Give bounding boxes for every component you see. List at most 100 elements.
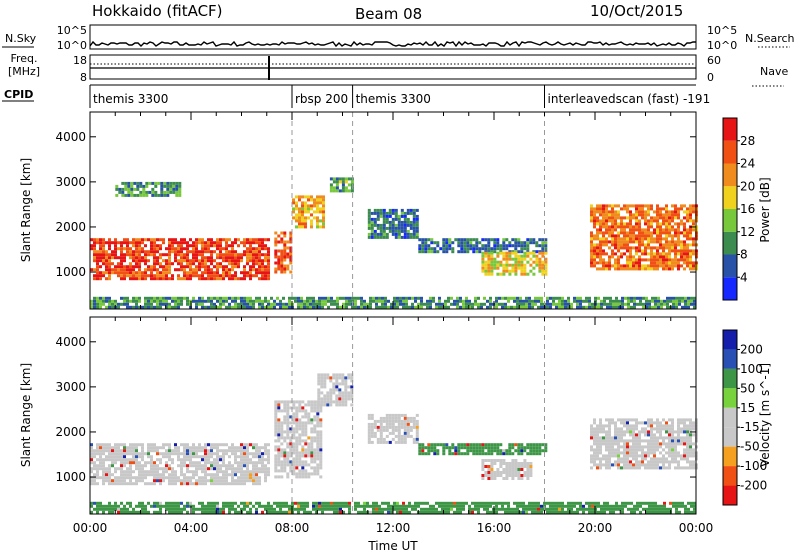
- heatmap-cell: [659, 451, 662, 455]
- heatmap-cell: [656, 466, 659, 470]
- heatmap-cell: [306, 302, 309, 306]
- heatmap-cell: [123, 464, 126, 468]
- heatmap-cell: [387, 510, 390, 514]
- heatmap-cell: [388, 220, 392, 224]
- heatmap-cell: [129, 271, 132, 275]
- heatmap-cell: [336, 507, 339, 511]
- heatmap-cell: [629, 240, 632, 244]
- heatmap-cell: [105, 262, 108, 266]
- heatmap-cell: [114, 449, 117, 453]
- heatmap-cell: [183, 268, 186, 272]
- heatmap-cell: [484, 247, 488, 251]
- heatmap-cell: [258, 455, 261, 459]
- heatmap-cell: [300, 296, 303, 300]
- heatmap-cell: [617, 210, 620, 214]
- heatmap-cell: [402, 504, 405, 508]
- heatmap-cell: [626, 204, 629, 208]
- heatmap-cell: [285, 302, 288, 306]
- heatmap-cell: [415, 214, 419, 218]
- heatmap-cell: [481, 468, 485, 471]
- heatmap-cell: [426, 501, 429, 505]
- heatmap-cell: [192, 452, 195, 456]
- heatmap-cell: [384, 501, 387, 505]
- heatmap-cell: [668, 216, 671, 220]
- heatmap-cell: [647, 240, 650, 244]
- heatmap-cell: [153, 449, 156, 453]
- heatmap-cell: [240, 470, 243, 474]
- heatmap-cell: [93, 253, 96, 257]
- heatmap-cell: [252, 482, 255, 486]
- heatmap-cell: [189, 501, 192, 505]
- heatmap-cell: [671, 210, 674, 214]
- heatmap-cell: [277, 445, 281, 449]
- heatmap-cell: [360, 504, 363, 508]
- heatmap-cell: [168, 473, 171, 477]
- heatmap-cell: [564, 299, 567, 303]
- heatmap-cell: [108, 296, 111, 300]
- heatmap-cell: [156, 250, 159, 254]
- heatmap-cell: [225, 256, 228, 260]
- heatmap-cell: [523, 263, 527, 267]
- heatmap-cell: [102, 476, 105, 480]
- heatmap-cell: [641, 240, 644, 244]
- heatmap-cell: [111, 510, 114, 514]
- heatmap-cell: [657, 299, 660, 303]
- heatmap-cell: [665, 246, 668, 250]
- heatmap-cell: [490, 477, 494, 480]
- heatmap-cell: [139, 190, 143, 194]
- heatmap-cell: [252, 504, 255, 508]
- heatmap-cell: [502, 257, 506, 261]
- heatmap-cell: [514, 443, 518, 447]
- heatmap-cell: [153, 443, 156, 447]
- heatmap-cell: [289, 400, 293, 404]
- heatmap-cell: [662, 457, 665, 461]
- heatmap-cell: [570, 305, 573, 309]
- heatmap-cell: [295, 436, 299, 440]
- heatmap-cell: [411, 296, 414, 300]
- heatmap-cell: [321, 504, 324, 508]
- heatmap-cell: [402, 299, 405, 303]
- heatmap-cell: [605, 460, 608, 464]
- heatmap-cell: [123, 238, 126, 242]
- heatmap-cell: [105, 253, 108, 257]
- heatmap-cell: [608, 451, 611, 455]
- heatmap-cell: [234, 259, 237, 263]
- heatmap-cell: [277, 469, 281, 473]
- heatmap-cell: [341, 183, 345, 187]
- heatmap-cell: [614, 234, 617, 238]
- heatmap-cell: [502, 471, 506, 474]
- heatmap-cell: [683, 424, 686, 428]
- heatmap-cell: [611, 255, 614, 259]
- heatmap-cell: [132, 305, 135, 309]
- heatmap-cell: [249, 238, 252, 242]
- heatmap-cell: [686, 219, 689, 223]
- heatmap-cell: [599, 213, 602, 217]
- heatmap-cell: [399, 296, 402, 300]
- heatmap-cell: [523, 251, 527, 255]
- heatmap-cell: [280, 424, 284, 428]
- heatmap-cell: [683, 210, 686, 214]
- heatmap-cell: [523, 257, 527, 261]
- heatmap-cell: [93, 241, 96, 245]
- heatmap-cell: [496, 241, 500, 245]
- heatmap-cell: [138, 247, 141, 251]
- heatmap-cell: [650, 219, 653, 223]
- heatmap-cell: [210, 299, 213, 303]
- heatmap-cell: [142, 184, 146, 188]
- heatmap-cell: [677, 442, 680, 446]
- heatmap-cell: [674, 264, 677, 268]
- heatmap-cell: [460, 443, 464, 447]
- heatmap-cell: [638, 228, 641, 232]
- heatmap-cell: [280, 249, 284, 253]
- heatmap-cell: [295, 439, 299, 443]
- heatmap-cell: [274, 270, 278, 274]
- heatmap-cell: [306, 510, 309, 514]
- heatmap-cell: [123, 504, 126, 508]
- heatmap-cell: [614, 240, 617, 244]
- heatmap-cell: [108, 247, 111, 251]
- heatmap-cell: [537, 299, 540, 303]
- heatmap-cell: [249, 501, 252, 505]
- heatmap-cell: [280, 451, 284, 455]
- heatmap-cell: [453, 510, 456, 514]
- heatmap-cell: [332, 373, 336, 377]
